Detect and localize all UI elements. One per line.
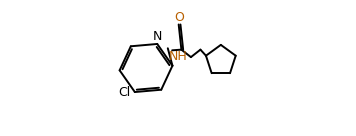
- Text: NH: NH: [169, 50, 188, 63]
- Text: Cl: Cl: [119, 86, 131, 99]
- Text: O: O: [175, 11, 184, 24]
- Text: N: N: [153, 30, 163, 43]
